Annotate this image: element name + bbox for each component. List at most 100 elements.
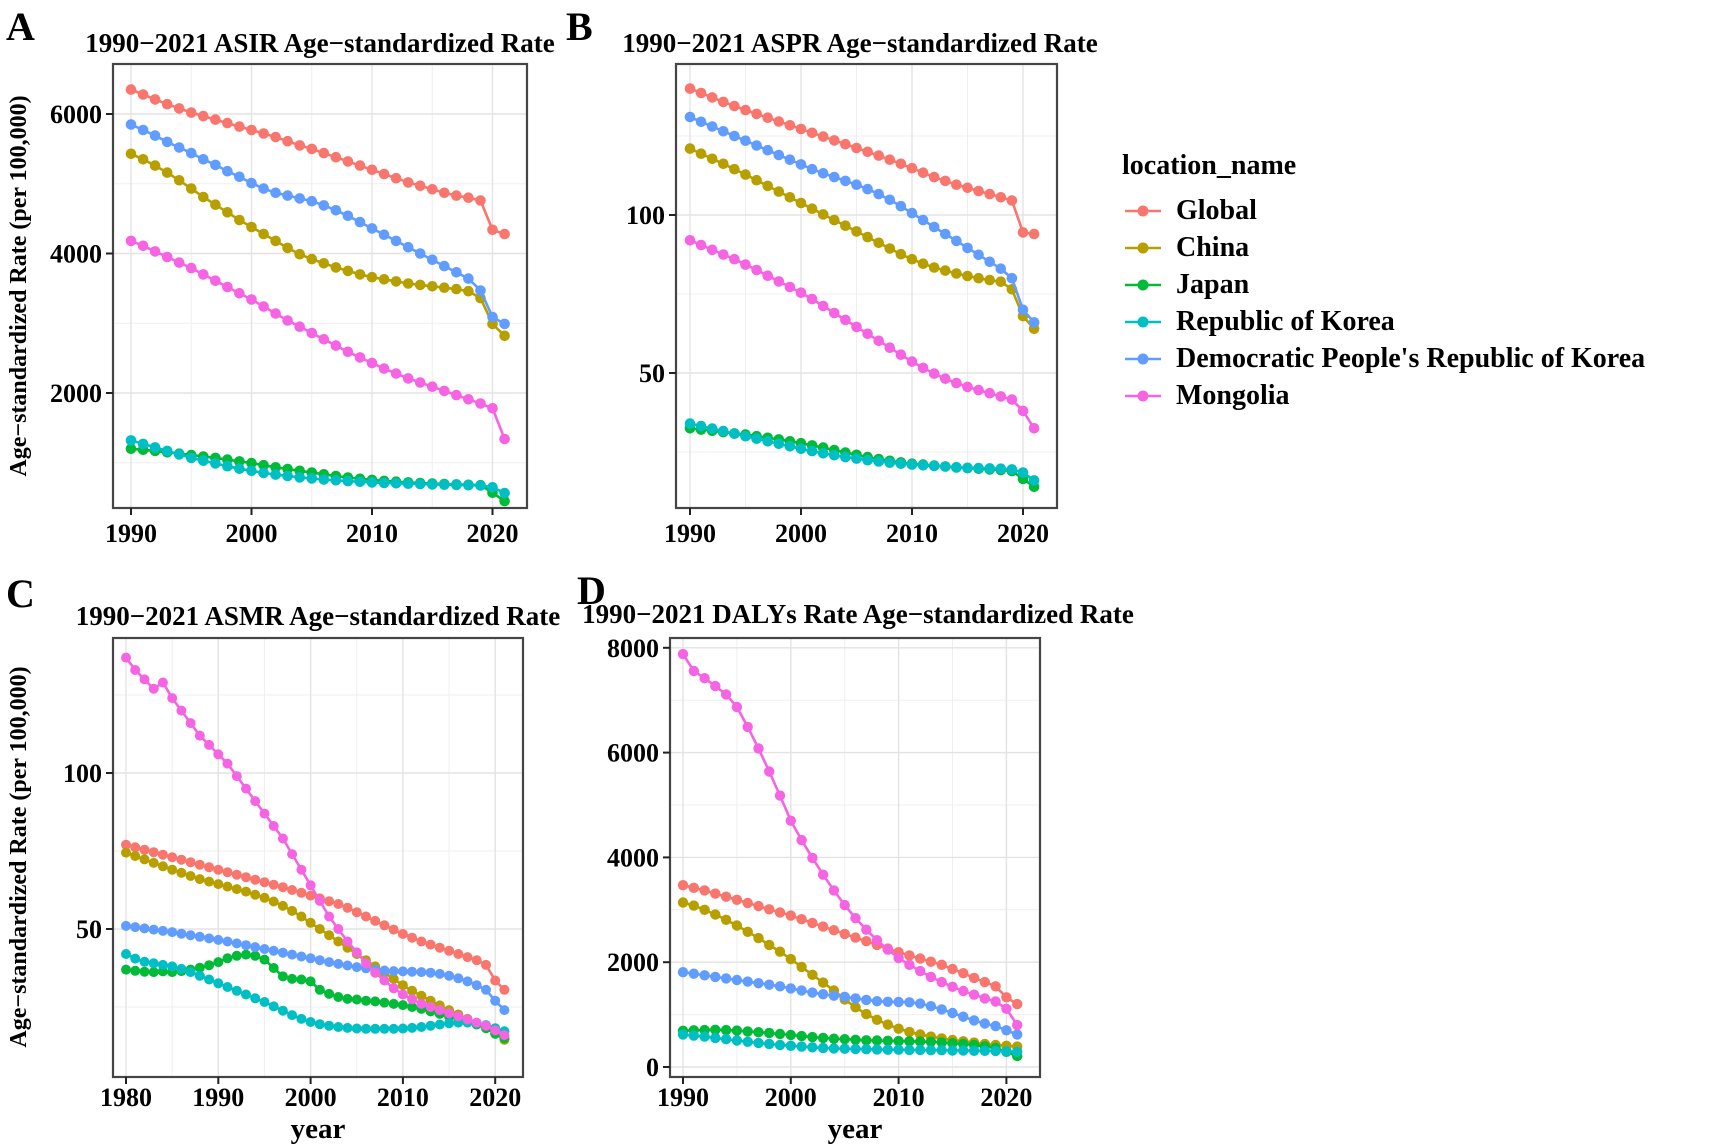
x-axis-label: year — [828, 1113, 883, 1145]
data-point — [305, 953, 316, 964]
data-point — [807, 852, 818, 864]
data-point — [829, 449, 840, 461]
data-point — [951, 179, 962, 190]
data-point — [795, 123, 807, 135]
data-point — [390, 478, 402, 489]
series-republic-of-korea — [121, 949, 510, 1037]
data-point — [740, 430, 751, 442]
data-point — [785, 815, 796, 826]
data-point — [731, 1025, 743, 1036]
legend-item-democratic-people-s-republic-of-korea: Democratic People's Republic of Korea — [1122, 340, 1645, 377]
data-point — [904, 950, 915, 961]
data-point — [268, 963, 279, 973]
data-point — [427, 381, 438, 393]
data-point — [829, 171, 840, 183]
data-point — [688, 665, 699, 677]
data-point — [895, 248, 907, 260]
data-point — [895, 458, 907, 470]
data-point — [764, 979, 775, 990]
data-point — [222, 758, 233, 769]
data-point — [499, 1030, 510, 1041]
data-point — [936, 1045, 947, 1056]
data-point — [906, 162, 918, 174]
legend-label: Republic of Korea — [1176, 305, 1395, 337]
data-point — [161, 167, 173, 178]
data-point — [137, 89, 149, 100]
data-point — [895, 349, 907, 361]
legend-title: location_name — [1122, 150, 1297, 181]
data-point — [884, 154, 896, 165]
data-point — [148, 847, 159, 858]
data-point — [137, 240, 149, 252]
data-point — [829, 214, 840, 226]
data-point — [213, 879, 224, 890]
data-point — [370, 967, 381, 978]
data-point — [204, 974, 215, 985]
data-point — [234, 456, 245, 467]
data-point — [139, 966, 150, 977]
data-point — [706, 121, 718, 132]
data-point — [167, 864, 178, 875]
data-point — [499, 495, 510, 507]
data-point — [958, 985, 969, 997]
data-point — [306, 195, 318, 207]
data-point — [234, 171, 245, 183]
panel-border — [111, 636, 525, 1079]
data-point — [210, 199, 221, 210]
data-point — [370, 1023, 381, 1034]
data-point — [742, 1026, 753, 1037]
data-point — [434, 968, 445, 979]
data-point — [806, 203, 818, 214]
data-point — [951, 268, 962, 279]
data-point — [951, 377, 962, 389]
data-point — [850, 1002, 861, 1013]
data-point — [840, 451, 851, 463]
data-point — [795, 159, 807, 170]
data-point — [1012, 1046, 1023, 1058]
data-point — [742, 721, 753, 733]
data-point — [729, 163, 740, 175]
series-republic-of-korea — [125, 435, 510, 499]
data-point — [157, 861, 168, 872]
data-point — [785, 983, 796, 994]
data-point — [294, 248, 306, 260]
data-point — [487, 482, 498, 493]
data-point — [439, 260, 450, 272]
data-point — [695, 420, 707, 432]
data-point — [962, 242, 973, 254]
data-point — [753, 900, 764, 912]
data-point — [268, 1001, 279, 1012]
panel-letter-c: C — [6, 571, 35, 616]
data-point — [250, 942, 261, 953]
data-point — [451, 267, 462, 278]
data-point — [785, 1040, 796, 1052]
data-point — [893, 1023, 904, 1034]
data-point — [940, 175, 951, 187]
data-point — [305, 890, 316, 901]
x-tick-label: 2000 — [226, 519, 278, 548]
data-point — [444, 945, 455, 956]
data-point — [873, 237, 884, 249]
data-point — [246, 124, 257, 136]
x-tick-label: 2000 — [775, 519, 827, 548]
data-point — [296, 951, 307, 962]
data-point — [354, 160, 366, 171]
data-point — [414, 248, 426, 259]
data-point — [161, 445, 173, 457]
x-tick-label: 1990 — [657, 1083, 709, 1112]
data-point — [861, 1044, 872, 1055]
data-point — [751, 264, 762, 276]
data-point — [731, 974, 743, 986]
legend-label: Global — [1176, 194, 1257, 226]
panel-title-a: 1990−2021 ASIR Age−standardized Rate — [85, 28, 555, 58]
data-point — [213, 934, 224, 945]
data-point — [817, 921, 829, 932]
data-point — [198, 191, 209, 203]
data-point — [407, 994, 418, 1005]
data-point — [917, 362, 929, 374]
data-point — [296, 1013, 307, 1024]
data-point — [873, 335, 884, 347]
data-point — [324, 957, 335, 968]
data-point — [928, 460, 940, 472]
data-point — [361, 995, 371, 1006]
